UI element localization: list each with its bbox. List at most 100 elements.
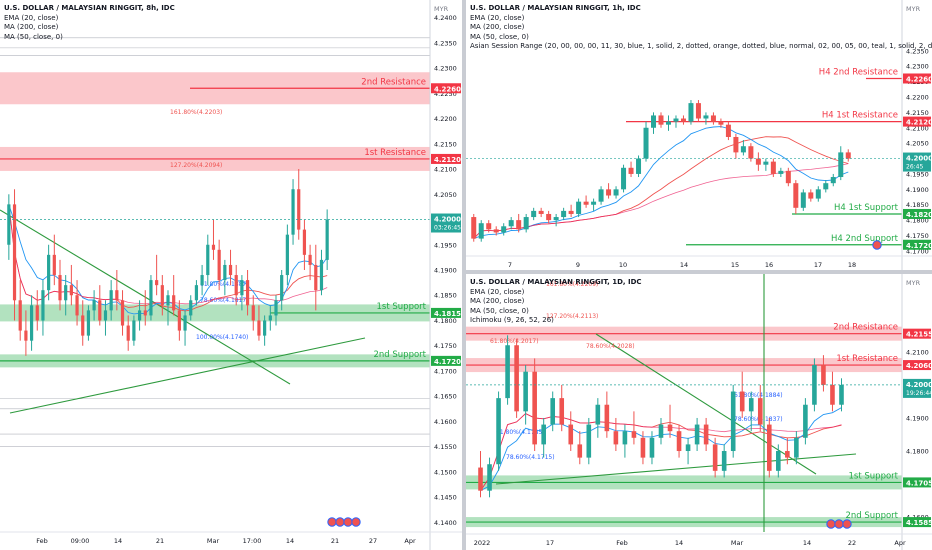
candle-body <box>541 424 546 445</box>
chart-8h[interactable]: 2nd Resistance 1st Resistance 1st Support 2… <box>0 0 462 550</box>
level-label-s1: 1st Support <box>377 302 427 312</box>
price-badge-text-r1: 4.2060 <box>906 362 932 370</box>
chart-8h-indicator-ema[interactable]: EMA (20, close) <box>4 13 59 22</box>
currency-label: MYR <box>906 5 921 13</box>
fib-label: 61.80%(4.1785) <box>496 429 545 436</box>
price-tick-label: 4.2100 <box>906 348 929 356</box>
candle-body <box>274 300 278 316</box>
chart-1h-indicator-ema[interactable]: EMA (20, close) <box>470 13 525 22</box>
level-label-s2: 2nd Support <box>374 350 427 360</box>
candle-body <box>559 398 565 425</box>
chart-1d-indicator-ichimoku[interactable]: Ichimoku (9, 26, 52, 26) <box>470 316 554 324</box>
candle-body <box>280 275 284 301</box>
current-price-text: 4.2000 <box>434 216 461 224</box>
current-price-text: 4.2000 <box>906 155 932 163</box>
trend-line <box>595 333 817 475</box>
fib-label: 100.00%(4.1740) <box>196 334 248 341</box>
chart-1d-canvas[interactable]: 2nd Resistance 1st Resistance 1st Support 2… <box>466 274 932 550</box>
price-badge-text-r1: 4.2120 <box>434 156 461 164</box>
price-tick-label: 4.1450 <box>434 494 457 502</box>
candle-body <box>508 220 514 227</box>
chart-1h-indicator-asian-session[interactable]: Asian Session Range (20, 00, 00, 00, 11,… <box>470 42 932 50</box>
candle-body <box>823 183 829 190</box>
time-tick-label: 14 <box>114 537 122 545</box>
candle-body <box>172 295 176 311</box>
panel-divider-vertical[interactable] <box>462 0 466 550</box>
price-badge-text-s1: 4.1705 <box>906 479 932 487</box>
chart-8h-canvas[interactable]: 2nd Resistance 1st Resistance 1st Support 2… <box>0 0 462 550</box>
candle-body <box>694 424 700 445</box>
economic-event-icon <box>826 519 836 529</box>
candle-body <box>631 431 637 438</box>
zone-s1 <box>0 304 430 322</box>
chart-1d-indicator-ma200[interactable]: MA (200, close) <box>470 297 525 305</box>
price-tick-label: 4.1800 <box>906 448 929 456</box>
chart-8h-indicator-ma200[interactable]: MA (200, close) <box>4 23 59 31</box>
candle-body <box>538 210 544 214</box>
chart-1h-indicator-ma200[interactable]: MA (200, close) <box>470 23 525 31</box>
candle-body <box>748 146 754 159</box>
candle-body <box>137 310 142 321</box>
time-tick-label: 2022 <box>474 539 491 547</box>
candle-body <box>673 118 679 122</box>
panel-divider-horizontal[interactable] <box>466 270 932 274</box>
fib-label: 78.60%(4.1817) <box>200 297 249 304</box>
candle-body <box>685 444 691 452</box>
price-badge-r1 <box>903 360 931 371</box>
price-tick-label: 4.1950 <box>906 170 929 178</box>
time-tick-label: 14 <box>680 261 688 269</box>
candle-body <box>115 290 119 301</box>
chart-1h-legend: U.S. DOLLAR / MALAYSIAN RINGGIT, 1h, IDC… <box>470 4 932 52</box>
time-tick-label: 17 <box>546 539 554 547</box>
candle-body <box>703 115 709 119</box>
price-badge-s1 <box>903 208 931 219</box>
candle-body <box>514 345 519 412</box>
candle-body <box>486 223 492 230</box>
price-badge-s2 <box>903 517 931 528</box>
candle-body <box>658 115 664 125</box>
price-tick-label: 4.2350 <box>434 39 457 47</box>
chart-1d-indicator-ma50[interactable]: MA (50, close, 0) <box>470 306 529 315</box>
chart-1h[interactable]: H4 2nd Resistance H4 1st Resistance H4 1st… <box>466 0 932 270</box>
chart-1h-indicator-ma50[interactable]: MA (50, close, 0) <box>470 32 529 41</box>
candle-body <box>845 152 851 159</box>
candle-body <box>7 204 11 245</box>
price-badge-text-s1: 4.1815 <box>434 310 461 318</box>
time-tick-label: Mar <box>731 539 744 547</box>
candle-body <box>793 183 799 208</box>
chart-1d[interactable]: 2nd Resistance 1st Resistance 1st Support 2… <box>466 274 932 550</box>
candle-body <box>636 158 642 174</box>
candle-body <box>194 285 199 301</box>
price-tick-label: 4.1800 <box>434 317 457 325</box>
candle-body <box>92 300 96 311</box>
candle-body <box>297 189 301 230</box>
chart-1h-canvas[interactable]: H4 2nd Resistance H4 1st Resistance H4 1st… <box>466 0 932 270</box>
candle-body <box>740 146 746 153</box>
economic-event-icon <box>335 517 345 527</box>
level-label-r2: 2nd Resistance <box>361 77 426 87</box>
ema-20-line <box>473 136 849 239</box>
price-badge-s1 <box>903 477 931 488</box>
candle-body <box>228 264 233 276</box>
price-badge-text-s1: 4.1820 <box>906 211 932 219</box>
candle-body <box>24 330 28 341</box>
chart-1d-indicator-ema[interactable]: EMA (20, close) <box>470 287 525 296</box>
time-tick-label: 7 <box>508 261 512 269</box>
current-price-text: 4.2000 <box>906 381 932 389</box>
candle-body <box>183 315 187 331</box>
candle-body <box>577 444 583 458</box>
time-tick-label: 10 <box>619 261 627 269</box>
price-badge-r1 <box>431 153 461 164</box>
price-tick-label: 4.2200 <box>434 115 457 123</box>
price-tick-label: 4.2150 <box>906 109 929 117</box>
candle-body <box>591 201 597 205</box>
candle-body <box>830 177 836 184</box>
candle-body <box>725 124 731 137</box>
candle-body <box>766 424 772 471</box>
candle-body <box>622 431 628 445</box>
chart-8h-indicator-ma50[interactable]: MA (50, close, 0) <box>4 32 63 41</box>
candle-body <box>81 315 85 336</box>
candle-body <box>640 437 646 458</box>
chart-1d-title: U.S. DOLLAR / MALAYSIAN RINGGIT, 1D, IDC <box>470 278 642 286</box>
candle-body <box>319 259 324 291</box>
